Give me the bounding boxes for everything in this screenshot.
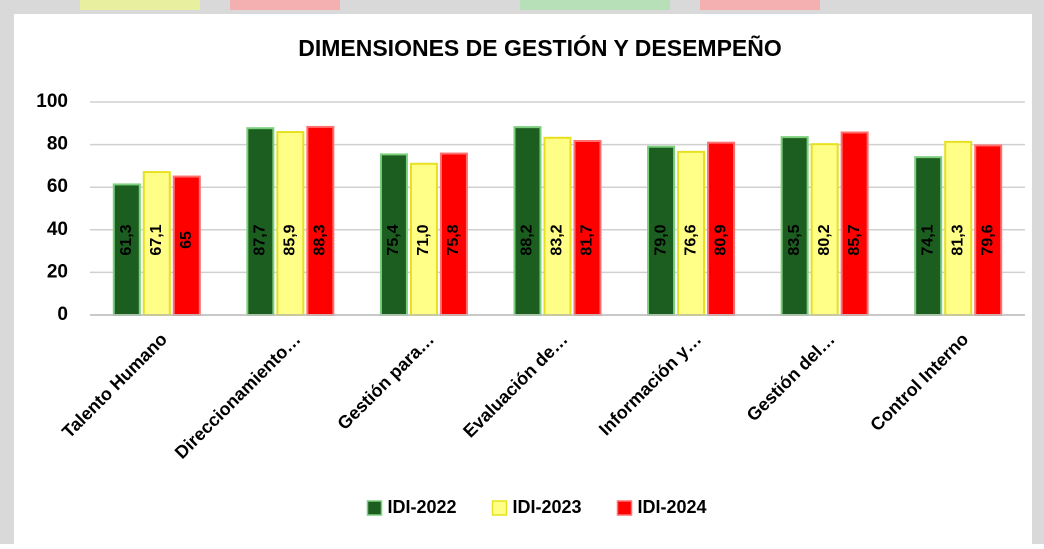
y-tick-label: 80 — [47, 134, 68, 155]
value-label: 88,2 — [519, 224, 536, 255]
value-label: 81,3 — [949, 224, 966, 255]
bar — [439, 152, 468, 316]
y-tick-label: 20 — [47, 261, 68, 282]
value-label: 76,6 — [682, 224, 699, 255]
bar — [379, 153, 408, 316]
legend-swatch — [616, 500, 633, 516]
bar — [276, 131, 305, 316]
y-tick-label: 60 — [47, 176, 68, 197]
bar — [246, 127, 275, 316]
value-label: 75,4 — [385, 224, 402, 255]
value-label: 85,7 — [846, 224, 863, 255]
legend-swatch — [491, 500, 508, 516]
bar — [647, 145, 676, 316]
value-label: 75,8 — [445, 224, 462, 255]
y-tick-label: 0 — [57, 304, 68, 325]
bar — [974, 144, 1003, 316]
value-label: 87,7 — [252, 224, 269, 255]
bar — [409, 162, 438, 316]
y-tick-label: 40 — [47, 219, 68, 240]
value-label: 65 — [178, 231, 195, 249]
legend-label: IDI-2024 — [638, 497, 707, 517]
legend-label: IDI-2022 — [388, 497, 457, 517]
value-label: 80,9 — [712, 224, 729, 255]
legend-label: IDI-2023 — [513, 497, 582, 517]
bar — [112, 183, 141, 316]
value-label: 79,0 — [652, 224, 669, 255]
decoration — [700, 0, 820, 10]
value-label: 80,2 — [816, 224, 833, 255]
value-label: 74,1 — [919, 224, 936, 255]
bar — [707, 141, 736, 316]
bar — [780, 136, 809, 316]
decoration — [80, 0, 200, 10]
value-label: 61,3 — [118, 224, 135, 255]
value-label: 67,1 — [148, 224, 165, 255]
value-label: 83,2 — [549, 224, 566, 255]
bar — [543, 136, 572, 316]
value-label: 88,3 — [312, 224, 329, 255]
bar — [677, 150, 706, 316]
value-label: 85,9 — [282, 224, 299, 255]
legend-swatch — [366, 500, 383, 516]
value-label: 79,6 — [979, 224, 996, 255]
value-label: 83,5 — [786, 224, 803, 255]
y-tick-label: 100 — [36, 91, 68, 112]
value-label: 71,0 — [415, 224, 432, 255]
bar — [306, 125, 335, 316]
bar — [513, 126, 542, 316]
bar — [142, 171, 171, 316]
decoration — [520, 0, 670, 10]
decoration — [230, 0, 340, 10]
chart-title: DIMENSIONES DE GESTIÓN Y DESEMPEÑO — [298, 34, 782, 61]
bar — [840, 131, 869, 316]
value-label: 81,7 — [579, 224, 596, 255]
